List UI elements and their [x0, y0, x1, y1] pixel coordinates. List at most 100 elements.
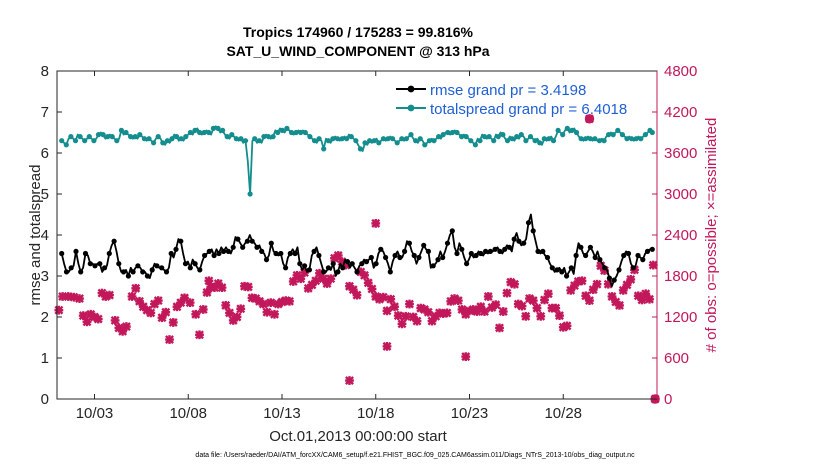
series-point-rmse — [421, 242, 427, 248]
series-point-totalspread — [334, 136, 341, 142]
series-point-totalspread — [316, 136, 322, 142]
series-point-totalspread — [192, 127, 198, 133]
series-point-totalspread — [449, 129, 455, 136]
series-point-totalspread — [495, 134, 501, 140]
series-point-rmse — [535, 248, 541, 254]
obs-assimilated-point — [168, 318, 178, 327]
series-point-totalspread — [564, 125, 570, 131]
obs-assimilated-point — [521, 311, 531, 321]
series-point-totalspread — [376, 140, 382, 146]
obs-assimilated-point — [105, 290, 114, 300]
series-point-rmse — [278, 250, 284, 257]
series-point-rmse — [506, 244, 512, 250]
series-point-rmse — [292, 250, 298, 257]
series-point-totalspread — [339, 136, 345, 142]
y-tick-label: 0 — [41, 391, 49, 408]
series-point-rmse — [459, 246, 465, 252]
obs-assimilated-point — [225, 308, 234, 318]
obs-assimilated-point — [585, 296, 594, 306]
series-point-totalspread — [426, 138, 432, 144]
y-tick-label-right: 3600 — [664, 145, 697, 162]
series-point-rmse — [478, 250, 484, 257]
series-point-totalspread — [252, 136, 258, 142]
series-point-totalspread — [178, 136, 184, 142]
series-point-rmse — [578, 244, 584, 250]
series-point-rmse — [297, 261, 303, 267]
obs-assimilated-point — [131, 283, 141, 293]
series-point-rmse — [63, 269, 70, 275]
series-point-rmse — [273, 250, 279, 257]
series-point-rmse — [68, 265, 74, 271]
series-point-rmse — [316, 252, 322, 259]
series-point-totalspread — [601, 138, 607, 144]
x-tick-label: 10/13 — [263, 405, 301, 422]
series-point-rmse — [554, 267, 560, 273]
obs-assimilated-point — [153, 296, 163, 306]
series-point-rmse — [206, 248, 212, 254]
obs-assimilated-point — [382, 306, 392, 316]
chart-title: Tropics 174960 / 175283 = 99.816% — [243, 24, 474, 40]
legend-label-rmse: rmse grand pr = 3.4198 — [430, 82, 586, 99]
obs-assimilated-point — [536, 311, 546, 321]
series-point-totalspread — [514, 134, 520, 140]
obs-assimilated-point — [54, 305, 64, 315]
series-point-rmse — [568, 265, 574, 271]
series-point-totalspread — [330, 136, 336, 142]
obs-assimilated-point — [491, 300, 501, 310]
series-point-totalspread — [518, 132, 524, 138]
series-point-totalspread — [477, 138, 483, 144]
series-point-rmse — [435, 257, 441, 263]
series-point-rmse — [497, 248, 503, 254]
series-point-rmse — [573, 252, 579, 259]
series-point-totalspread — [128, 134, 134, 140]
obs-assimilated-point — [555, 311, 564, 321]
series-point-rmse — [468, 250, 474, 257]
obs-assimilated-point — [243, 282, 253, 292]
series-point-totalspread — [105, 134, 111, 140]
obs-assimilated-point — [146, 308, 156, 318]
series-point-totalspread — [385, 136, 391, 142]
series-point-totalspread — [509, 136, 515, 142]
series-point-rmse — [359, 261, 365, 267]
series-point-totalspread — [201, 129, 207, 136]
series-point-totalspread — [206, 129, 212, 136]
obs-assimilated-point — [401, 311, 411, 321]
series-point-totalspread — [573, 129, 580, 136]
obs-assimilated-point — [592, 279, 602, 289]
y-ticks-right: 0 600 1200 1800 2400 3000 3600 4200 4800 — [652, 63, 697, 408]
series-point-rmse — [130, 269, 136, 275]
series-point-totalspread — [284, 125, 290, 131]
obs-assimilated-point — [626, 274, 636, 284]
obs-assimilated-point — [607, 292, 617, 301]
series-point-totalspread — [399, 136, 405, 142]
series-point-totalspread — [422, 142, 428, 148]
obs-assimilated-point — [262, 307, 272, 317]
series-point-rmse — [111, 238, 117, 244]
series-point-totalspread — [247, 191, 253, 197]
series-point-rmse — [525, 220, 532, 226]
series-point-rmse — [406, 240, 412, 246]
series-point-rmse — [121, 269, 127, 275]
series-point-rmse — [311, 248, 317, 254]
series-point-rmse — [425, 248, 431, 254]
series-point-rmse — [597, 257, 603, 263]
series-point-totalspread — [86, 134, 92, 140]
series-point-rmse — [149, 267, 155, 273]
series-point-rmse — [492, 246, 498, 252]
series-point-totalspread — [100, 132, 106, 138]
obs-assimilated-point — [367, 284, 377, 294]
obs-assimilated-point — [258, 299, 268, 309]
series-point-rmse — [592, 254, 598, 261]
series-point-totalspread — [91, 138, 97, 144]
legend-label-totalspread: totalspread grand pr = 6.4018 — [430, 101, 627, 118]
series-point-rmse — [368, 254, 374, 261]
plot-area — [57, 71, 657, 399]
series-point-rmse — [197, 267, 203, 273]
series-point-rmse — [516, 238, 522, 244]
series-point-totalspread — [619, 132, 626, 138]
obs-assimilated-point — [75, 294, 84, 303]
series-point-totalspread — [146, 136, 152, 142]
y-tick-label-right: 2400 — [664, 227, 697, 244]
data-file-footer: data file: /Users/raeder/DAI/ATM_forcXX/… — [195, 452, 635, 459]
series-point-rmse — [306, 267, 312, 273]
